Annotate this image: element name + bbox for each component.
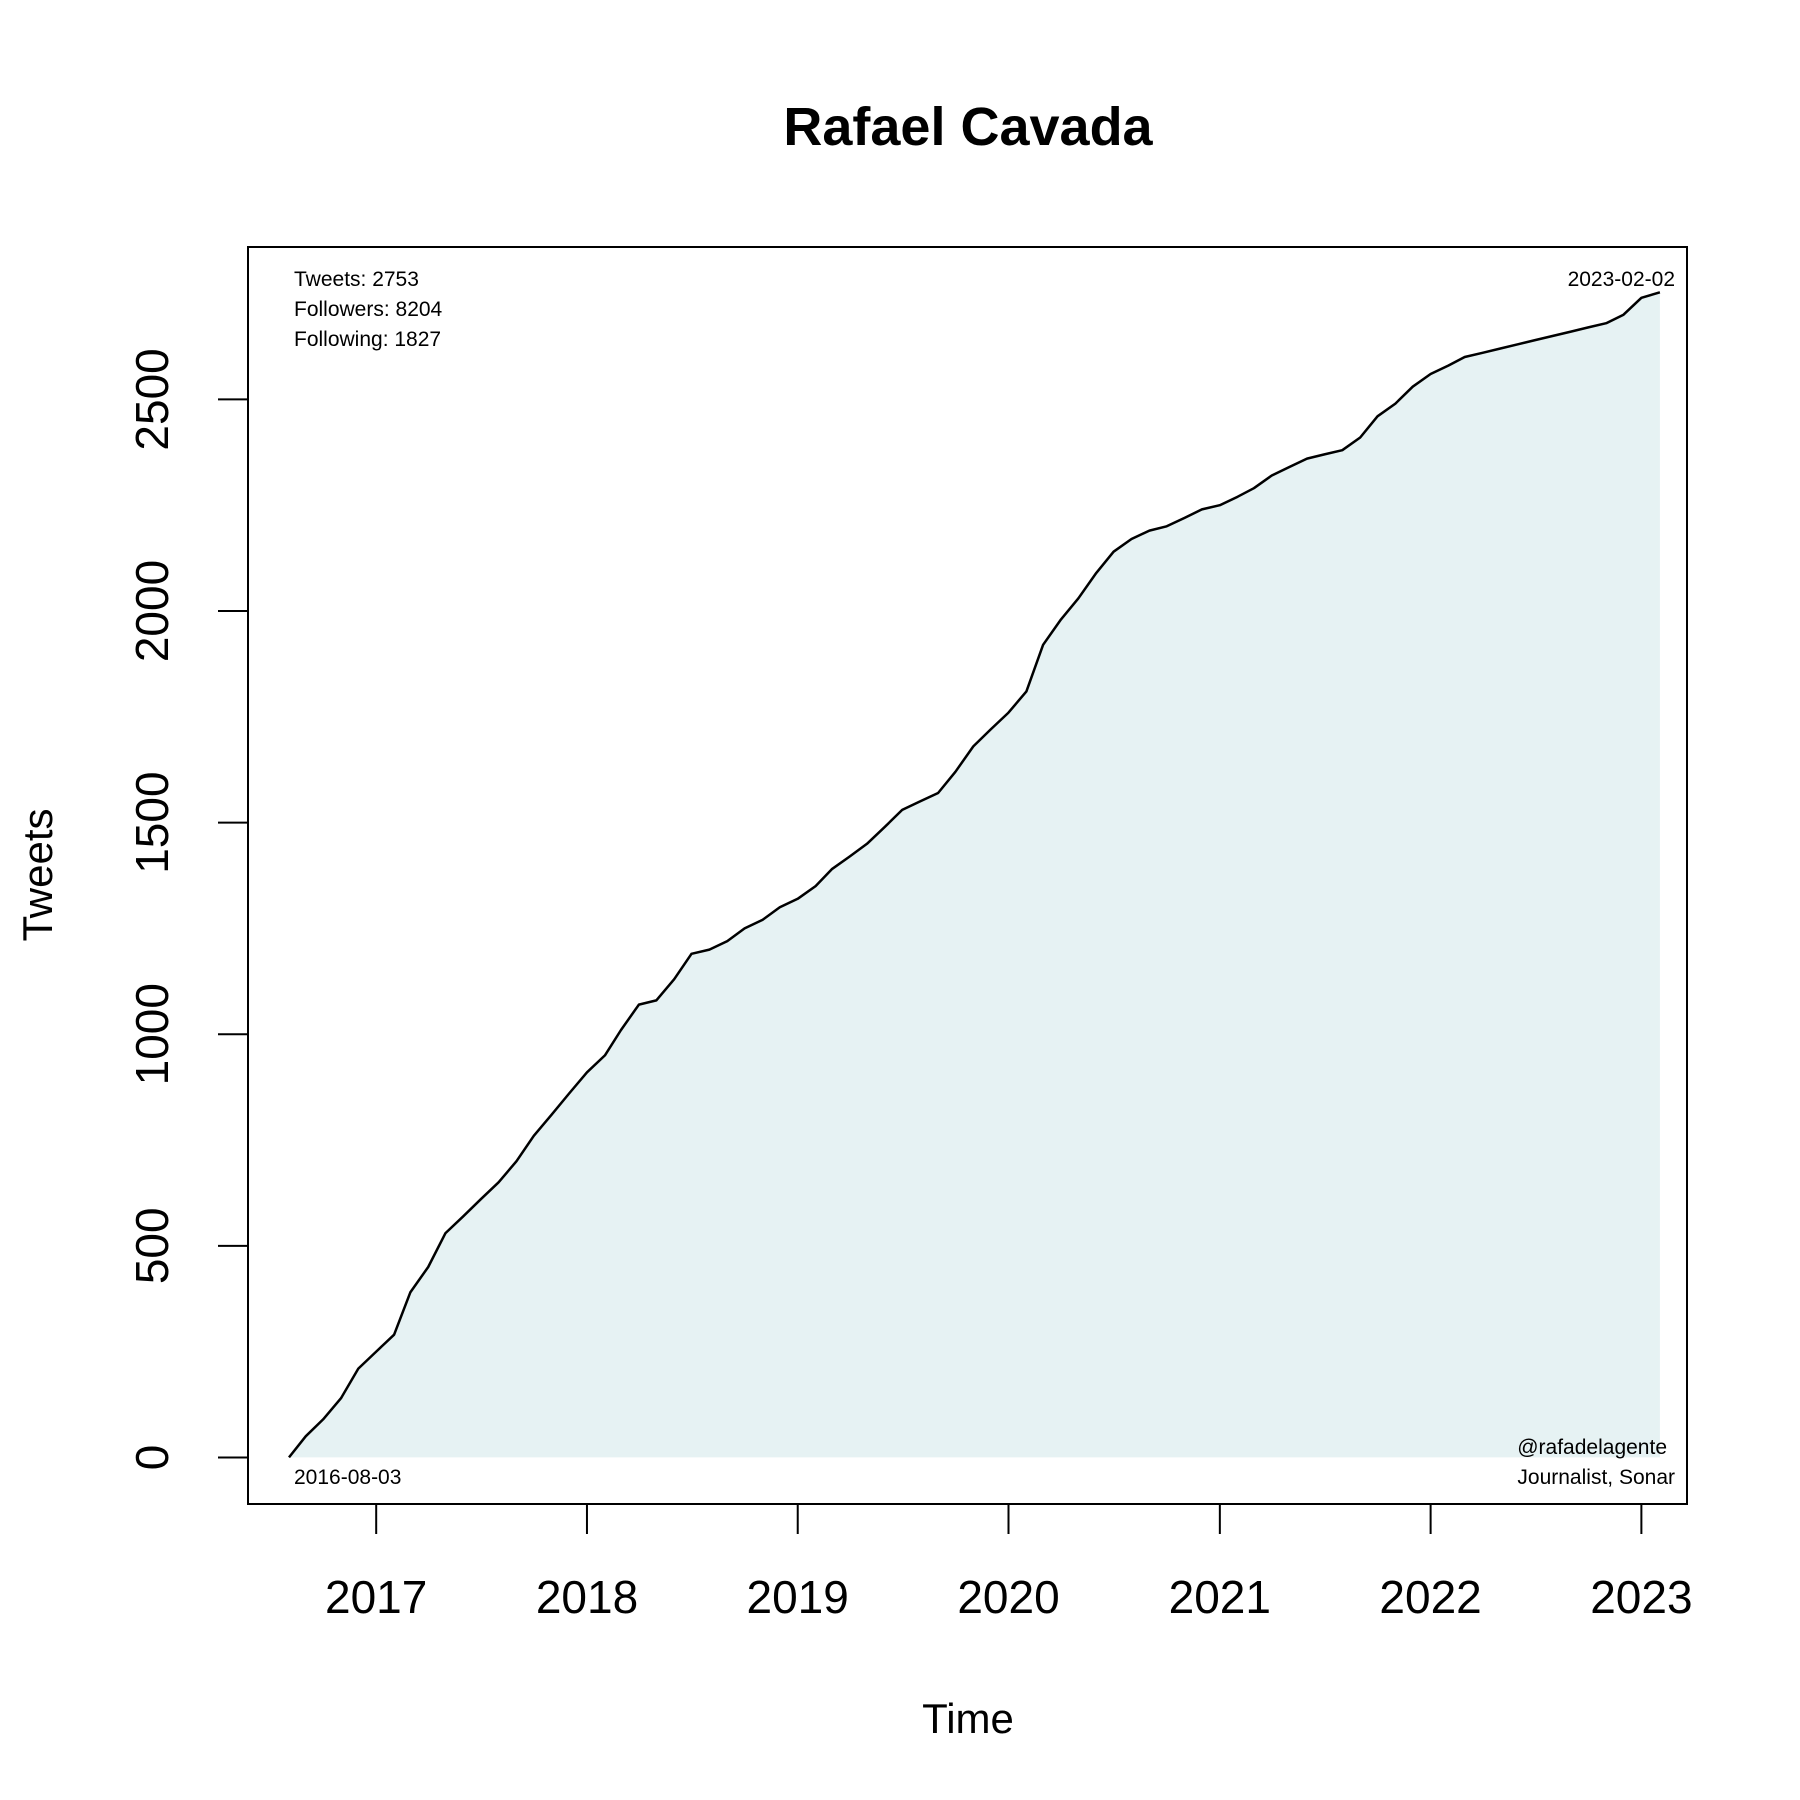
plot-border	[247, 246, 1688, 1505]
x-tick-label-2021: 2021	[1169, 1571, 1271, 1623]
end-date-label: 2023-02-02	[1568, 268, 1675, 291]
x-tick-label-2020: 2020	[957, 1571, 1059, 1623]
y-tick-label-2500: 2500	[126, 348, 178, 450]
x-tick-label-2022: 2022	[1379, 1571, 1481, 1623]
x-axis-label: Time	[922, 1695, 1014, 1742]
start-date-label: 2016-08-03	[294, 1466, 401, 1489]
x-tick-label-2017: 2017	[325, 1571, 427, 1623]
stat-tweets: Tweets: 2753	[294, 268, 419, 291]
y-axis: 0 500 1000 1500 2000 2500	[126, 348, 248, 1470]
x-tick-label-2023: 2023	[1590, 1571, 1692, 1623]
x-axis: 2017 2018 2019 2020 2021 2022 2023	[325, 1504, 1693, 1623]
cumulative-tweets-line	[288, 291, 1661, 1459]
stat-following: Following: 1827	[294, 328, 441, 351]
cumulative-tweets-area	[289, 292, 1660, 1458]
y-tick-label-2000: 2000	[126, 560, 178, 662]
y-axis-label: Tweets	[14, 808, 61, 941]
x-tick-label-2019: 2019	[747, 1571, 849, 1623]
y-tick-label-0: 0	[126, 1445, 178, 1471]
user-bio: Journalist, Sonar	[1517, 1466, 1675, 1489]
y-tick-label-500: 500	[126, 1207, 178, 1284]
user-handle: @rafadelagente	[1517, 1436, 1667, 1459]
x-tick-label-2018: 2018	[536, 1571, 638, 1623]
y-tick-label-1500: 1500	[126, 771, 178, 873]
stat-followers: Followers: 8204	[294, 298, 443, 321]
y-tick-label-1000: 1000	[126, 983, 178, 1085]
chart-title: Rafael Cavada	[783, 97, 1153, 157]
plot-area	[247, 246, 1688, 1505]
